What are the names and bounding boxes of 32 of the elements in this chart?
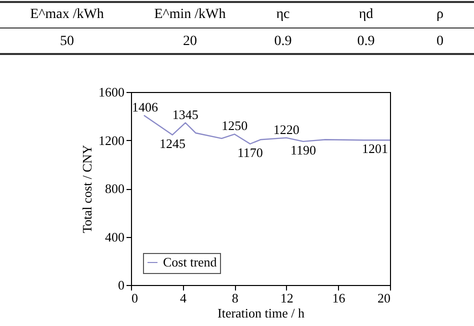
y-tick-label: 1200	[98, 132, 124, 148]
x-tick-label: 12	[280, 290, 294, 306]
annotation: 1170	[237, 144, 263, 160]
x-tick-label: 20	[378, 290, 390, 306]
annotation: 1201	[362, 141, 388, 156]
annotation: 1190	[290, 142, 316, 158]
x-tick-label: 4	[180, 290, 188, 306]
text: ηc	[276, 7, 290, 22]
text: ρ	[436, 7, 444, 22]
annotation: 1245	[159, 136, 186, 151]
text: 50	[60, 34, 74, 49]
text: 0.9	[357, 34, 375, 49]
y-axis-title: Total cost / CNY	[80, 144, 94, 234]
x-tick-label: 0	[132, 290, 138, 306]
y-tick-label: 400	[105, 229, 124, 244]
text: E^min /kWh	[154, 7, 226, 22]
y-tick-label: 800	[105, 181, 124, 196]
x-axis-title: Iteration time / h	[217, 306, 305, 320]
annotation: 1406	[132, 99, 158, 114]
annotation: 1345	[172, 106, 198, 122]
text: 20	[183, 34, 197, 49]
annotation: 1220	[273, 122, 300, 137]
text: E^max /kWh	[30, 7, 104, 22]
legend-label: Cost trend	[163, 254, 218, 270]
y-tick-label: 1600	[98, 84, 124, 100]
text: 0.9	[274, 34, 292, 49]
text: 0	[436, 34, 444, 49]
x-tick-label: 16	[332, 290, 346, 306]
y-tick-label: 0	[118, 278, 124, 292]
x-tick-label: 8	[232, 290, 238, 306]
text: ηd	[358, 7, 374, 22]
annotation: 1250	[222, 118, 248, 134]
